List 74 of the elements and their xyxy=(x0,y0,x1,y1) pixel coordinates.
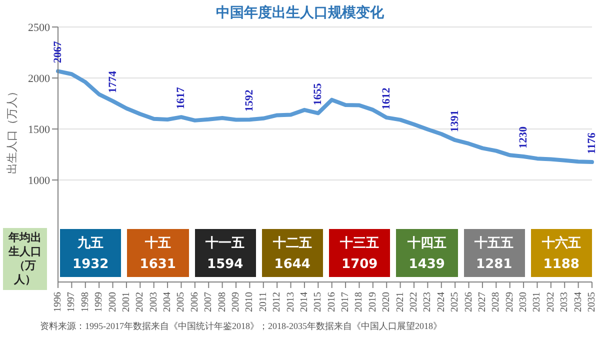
x-tick-label: 2020 xyxy=(381,292,392,312)
y-tick-label: 1000 xyxy=(28,174,50,187)
data-label: 1176 xyxy=(586,132,598,154)
x-tick-label: 2030 xyxy=(518,292,530,312)
x-tick-label: 2019 xyxy=(367,292,378,312)
line-series xyxy=(56,69,594,164)
x-tick-label: 2014 xyxy=(298,292,310,312)
x-tick-label: 2005 xyxy=(176,292,187,312)
x-tick-label: 2032 xyxy=(545,292,556,312)
data-label: 1655 xyxy=(312,82,324,106)
data-label: 1391 xyxy=(449,110,462,132)
x-tick-label: 2024 xyxy=(436,292,447,312)
category-label: 九五 xyxy=(76,235,105,252)
data-label: 1594 xyxy=(206,257,244,272)
x-tick-label: 2034 xyxy=(572,292,584,312)
data-label: 1774 xyxy=(106,70,119,94)
chart-title: 中国年度出生人口规模变化 xyxy=(215,4,385,22)
x-tick-label: 1996 xyxy=(52,292,64,312)
x-tick-label: 2009 xyxy=(230,292,242,312)
data-label: 1439 xyxy=(408,257,446,272)
x-tick-label: 2008 xyxy=(216,292,228,312)
category-label: 十五五 xyxy=(474,235,515,252)
data-label: 1188 xyxy=(542,257,580,272)
text: 年均出生人口（万人） xyxy=(3,228,47,290)
x-tick-label: 2001 xyxy=(120,292,132,312)
x-tick-label: 1997 xyxy=(66,292,78,312)
data-label: 2067 xyxy=(52,40,64,64)
x-tick-label: 2017 xyxy=(340,292,352,312)
x-tick-label: 2003 xyxy=(148,292,160,312)
x-tick-label: 2002 xyxy=(134,292,146,312)
category-label: 十五 xyxy=(144,235,172,252)
category-label: 十三五 xyxy=(339,235,380,252)
data-label: 1932 xyxy=(72,257,110,272)
x-tick-label: 2022 xyxy=(408,292,420,312)
x-tick-label: 2013 xyxy=(285,292,296,312)
data-label: 1644 xyxy=(273,257,312,272)
data-label: 1709 xyxy=(340,257,379,272)
x-tick-label: 2006 xyxy=(189,292,200,312)
x-tick-label: 2028 xyxy=(490,292,502,312)
y-tick-label: 2500 xyxy=(28,22,50,34)
x-tick-label: 2015 xyxy=(312,292,324,312)
data-label: 1631 xyxy=(138,257,177,272)
x-tick-label: 2026 xyxy=(463,292,474,312)
text: 资料来源：1995-2017年数据来自《中国统计年鉴2018》；2018-2035年数据来自《中国人口展望2018》 xyxy=(40,320,442,333)
x-tick-label: 2029 xyxy=(504,292,516,312)
category-label: 十六五 xyxy=(540,234,582,252)
x-tick-label: 2016 xyxy=(326,292,338,312)
x-tick-label: 1998 xyxy=(80,292,91,312)
x-tick-label: 2021 xyxy=(394,292,406,312)
x-tick-label: 2010 xyxy=(244,292,256,312)
category-label: 十二五 xyxy=(272,235,313,252)
x-tick-label: 2000 xyxy=(107,292,118,312)
data-label: 1612 xyxy=(380,87,393,110)
x-tick-label: 2035 xyxy=(586,292,598,312)
category-label: 十四五 xyxy=(406,235,448,252)
x-tick-label: 2031 xyxy=(532,292,543,312)
data-label: 1230 xyxy=(518,126,530,149)
x-tick-label: 2007 xyxy=(203,292,214,312)
x-tick-label: 2011 xyxy=(258,292,269,312)
data-label: 1592 xyxy=(244,89,256,112)
y-tick-label: 2000 xyxy=(28,72,50,85)
y-tick-label: 1500 xyxy=(28,124,50,136)
data-label: 1617 xyxy=(175,86,188,110)
data-label: 1281 xyxy=(475,257,514,272)
x-tick-label: 2023 xyxy=(422,292,434,312)
x-tick-label: 2033 xyxy=(559,292,570,312)
x-tick-label: 2027 xyxy=(476,292,488,312)
category-label: 十一五 xyxy=(204,235,246,252)
x-tick-label: 2018 xyxy=(354,292,365,312)
x-tick-label: 2012 xyxy=(272,292,283,312)
x-tick-label: 2004 xyxy=(162,292,174,312)
x-tick-label: 1999 xyxy=(94,292,105,312)
y-axis-title: 出生人口（万人） xyxy=(6,86,18,174)
x-tick-label: 2025 xyxy=(450,292,461,312)
